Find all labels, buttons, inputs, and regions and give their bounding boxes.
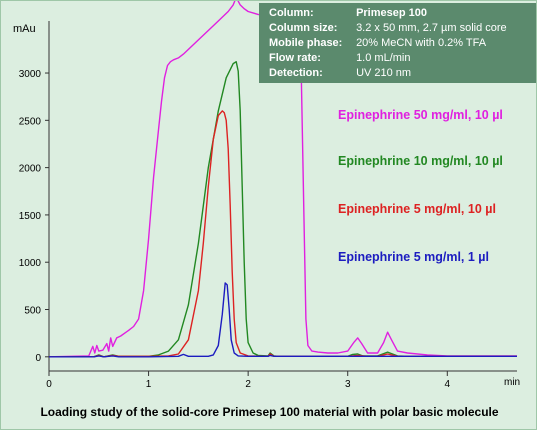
legend-series-epi-10-10ul: Epinephrine 10 mg/ml, 10 µl — [338, 154, 503, 168]
series-line-3 — [49, 282, 517, 358]
info-label: Detection: — [269, 67, 323, 79]
axes — [48, 21, 517, 372]
x-tick-label: 0 — [46, 379, 52, 390]
info-row-column-size: Column size: 3.2 x 50 mm, 2.7 µm solid c… — [269, 22, 507, 34]
x-tick-label: 1 — [146, 379, 152, 390]
info-row-flow-rate: Flow rate: 1.0 mL/min — [269, 52, 410, 64]
y-tick-label: 500 — [24, 306, 41, 317]
figure-caption: Loading study of the solid-core Primesep… — [40, 405, 499, 419]
legend-series-epi-5-1ul: Epinephrine 5 mg/ml, 1 µl — [338, 250, 489, 264]
info-value: 1.0 mL/min — [356, 52, 411, 64]
x-axis-label: min — [504, 377, 520, 388]
y-ticks: 0 500 1000 1500 2000 2500 3000 — [19, 69, 49, 364]
info-label: Column: — [269, 7, 314, 19]
info-row-detection: Detection: UV 210 nm — [269, 67, 411, 79]
y-tick-label: 1500 — [19, 211, 42, 222]
legend-series-epi-5-10ul: Epinephrine 5 mg/ml, 10 µl — [338, 202, 496, 216]
x-ticks: 0 1 2 3 4 — [46, 371, 451, 390]
y-tick-label: 0 — [35, 353, 41, 364]
x-tick-label: 3 — [345, 379, 351, 390]
y-tick-label: 2500 — [19, 116, 42, 127]
y-tick-label: 3000 — [19, 69, 42, 80]
info-label: Column size: — [269, 22, 338, 34]
info-value: 20% MeCN with 0.2% TFA — [356, 37, 487, 49]
conditions-info-box: Column: Primesep 100 Column size: 3.2 x … — [259, 3, 536, 83]
series-line-0 — [49, 1, 517, 358]
info-value: Primesep 100 — [356, 7, 427, 19]
info-label: Mobile phase: — [269, 37, 343, 49]
info-row-mobile-phase: Mobile phase: 20% MeCN with 0.2% TFA — [269, 37, 486, 49]
series-line-2 — [49, 110, 517, 358]
x-tick-label: 4 — [445, 379, 451, 390]
series-lines — [49, 1, 517, 358]
legend-series-epi-50-10ul: Epinephrine 50 mg/ml, 10 µl — [338, 108, 503, 122]
info-value: 3.2 x 50 mm, 2.7 µm solid core — [356, 22, 507, 34]
info-row-column: Column: Primesep 100 — [269, 7, 427, 19]
info-value: UV 210 nm — [356, 67, 412, 79]
y-axis-label: mAu — [13, 23, 36, 35]
y-tick-label: 1000 — [19, 258, 42, 269]
y-tick-label: 2000 — [19, 164, 42, 175]
x-tick-label: 2 — [245, 379, 251, 390]
info-label: Flow rate: — [269, 52, 321, 64]
